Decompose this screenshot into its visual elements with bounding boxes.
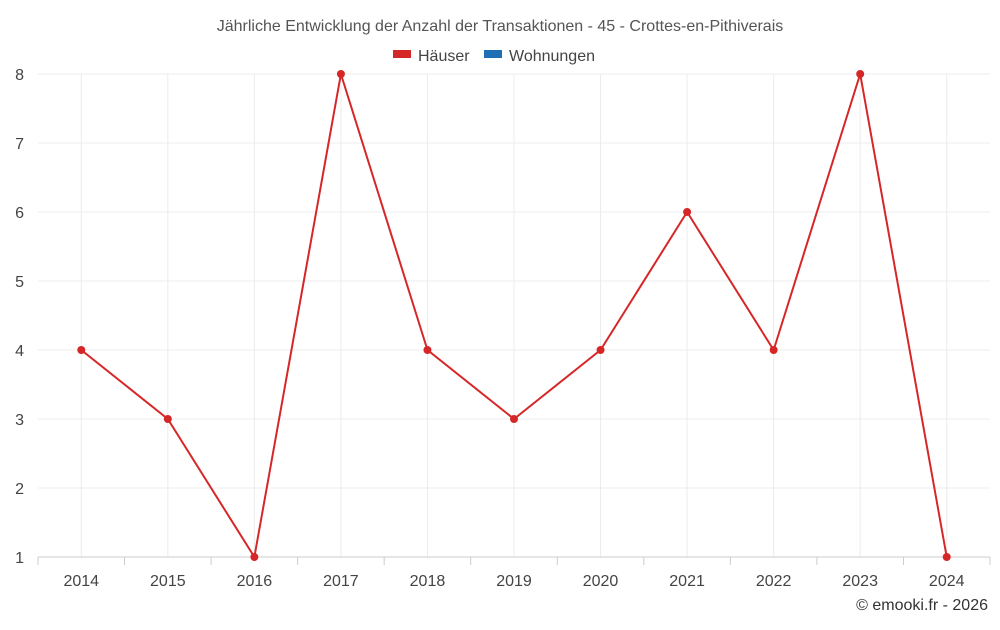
- legend: Häuser Wohnungen: [393, 48, 595, 65]
- x-tick-label: 2016: [237, 573, 273, 590]
- legend-label-haeuser: Häuser: [418, 48, 470, 65]
- data-point[interactable]: [942, 553, 951, 561]
- legend-swatch-wohnungen: [484, 50, 502, 58]
- footer-credit: © emooki.fr - 2026: [856, 597, 988, 614]
- y-tick-label: 2: [15, 481, 24, 498]
- legend-swatch-haeuser: [393, 50, 411, 58]
- x-tick-label: 2020: [583, 573, 619, 590]
- x-tick-label: 2017: [323, 573, 359, 590]
- data-point[interactable]: [683, 208, 692, 216]
- x-tick-label: 2021: [669, 573, 705, 590]
- x-tick-label: 2015: [150, 573, 186, 590]
- axes: 1 2 3 4 5 6 7 8 2014 2015 2016 2017 2018 2019 2020 2021…: [15, 67, 991, 590]
- data-point[interactable]: [510, 415, 518, 423]
- x-tick-label: 2024: [929, 573, 965, 590]
- chart-title: Jährliche Entwicklung der Anzahl der Tra…: [217, 18, 784, 35]
- x-tick-label: 2022: [756, 573, 792, 590]
- data-point[interactable]: [250, 553, 259, 561]
- data-point[interactable]: [769, 346, 778, 354]
- y-tick-label: 4: [15, 343, 24, 360]
- x-tick-label: 2018: [410, 573, 446, 590]
- data-point[interactable]: [77, 346, 86, 354]
- y-tick-label: 3: [15, 412, 24, 429]
- grid: [38, 73, 990, 557]
- legend-item-wohnungen[interactable]: Wohnungen: [484, 48, 595, 65]
- y-tick-label: 5: [15, 274, 24, 291]
- y-tick-label: 1: [15, 550, 24, 567]
- y-tick-label: 8: [15, 67, 24, 84]
- y-tick-label: 6: [15, 205, 24, 222]
- x-tick-label: 2014: [63, 573, 99, 590]
- series: [77, 70, 951, 561]
- y-tick-label: 7: [15, 136, 24, 153]
- data-point[interactable]: [423, 346, 432, 354]
- data-point[interactable]: [336, 70, 345, 78]
- x-tick-label: 2019: [496, 573, 532, 590]
- legend-label-wohnungen: Wohnungen: [509, 48, 595, 65]
- x-tick-label: 2023: [842, 573, 878, 590]
- data-point[interactable]: [596, 346, 605, 354]
- legend-item-haeuser[interactable]: Häuser: [393, 48, 470, 65]
- data-point[interactable]: [856, 70, 865, 78]
- data-point[interactable]: [163, 415, 172, 423]
